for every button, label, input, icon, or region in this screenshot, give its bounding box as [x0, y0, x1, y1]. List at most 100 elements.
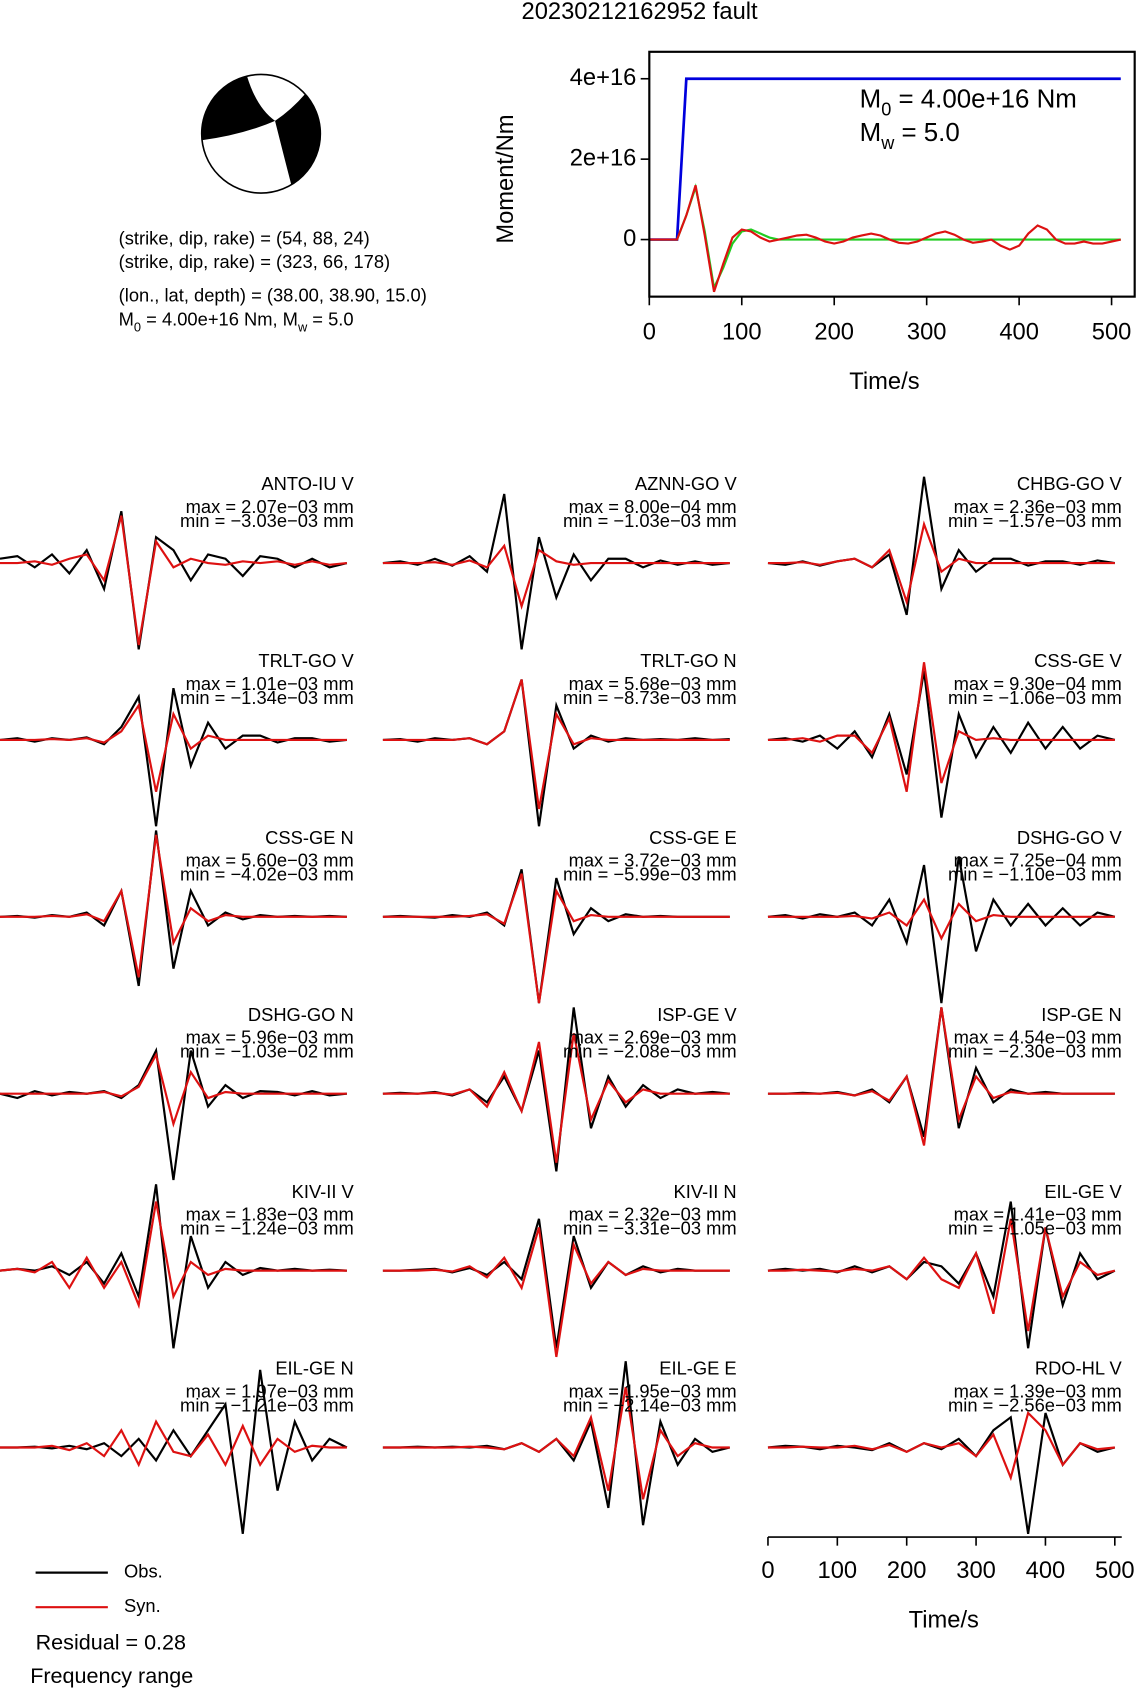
- trace: [767, 1007, 1115, 1146]
- station-label: ANTO-IU V: [261, 473, 354, 494]
- x-tick-label: 100: [722, 320, 762, 346]
- x-tick-label: 0: [761, 1558, 774, 1584]
- trace: [649, 185, 1121, 293]
- max-label: max = 5.68e−03 mm: [569, 673, 737, 694]
- annotation-part: = 4.00e+16 Nm: [891, 85, 1077, 113]
- x-tick-label: 300: [956, 1558, 996, 1584]
- station-label: KIV-II V: [292, 1181, 355, 1202]
- mechanism-moment-part: M: [119, 308, 134, 329]
- station-label: DSHG-GO V: [1017, 827, 1123, 848]
- min-label: min = −1.10e−03 mm: [948, 864, 1122, 885]
- mechanism-moment-part: w: [297, 319, 308, 334]
- station-label: TRLT-GO V: [258, 650, 354, 671]
- mechanism-moment-part: 0: [134, 319, 141, 334]
- annotation-part: 0: [881, 99, 891, 119]
- station-label: RDO-HL V: [1035, 1358, 1123, 1379]
- trace: [767, 856, 1116, 1004]
- min-label: min = −1.03e−03 mm: [563, 510, 737, 531]
- min-label: min = −2.08e−03 mm: [563, 1041, 737, 1062]
- max-label: max = 2.36e−03 mm: [954, 496, 1122, 517]
- mechanism-line: (lon., lat, depth) = (38.00, 38.90, 15.0…: [119, 284, 427, 305]
- x-axis-label: Time/s: [849, 369, 919, 395]
- mechanism-line: (strike, dip, rake) = (54, 88, 24): [119, 227, 370, 248]
- max-label: max = 5.96e−03 mm: [186, 1027, 354, 1048]
- x-tick-label: 300: [907, 320, 947, 346]
- station-label: EIL-GE N: [275, 1358, 353, 1379]
- trace: [382, 1227, 730, 1358]
- trace: [382, 543, 730, 610]
- station-label: KIV-II N: [674, 1181, 737, 1202]
- beachball: [200, 73, 322, 194]
- trace: [0, 1051, 347, 1128]
- max-label: max = 1.39e−03 mm: [954, 1380, 1122, 1401]
- trace: [0, 511, 348, 650]
- annotation-part: M: [860, 85, 882, 113]
- station-label: CSS-GE E: [649, 827, 737, 848]
- trace: [382, 1386, 730, 1500]
- mechanism-text: (strike, dip, rake) = (54, 88, 24) (strik…: [119, 227, 427, 334]
- note-label: Frequency range: [30, 1663, 193, 1688]
- max-label: max = 8.00e−04 mm: [569, 496, 737, 517]
- trace: [767, 1412, 1116, 1534]
- station-label: ISP-GE N: [1041, 1004, 1121, 1025]
- annotation-part: w: [880, 133, 895, 153]
- trace: [0, 702, 347, 792]
- x-tick-label: 200: [887, 1558, 927, 1584]
- min-label: min = −8.73e−03 mm: [563, 687, 737, 708]
- trace: [649, 77, 1121, 241]
- min-label: min = −1.21e−03 mm: [180, 1394, 354, 1415]
- station-label: EIL-GE E: [659, 1358, 736, 1379]
- trace: [649, 183, 1121, 292]
- max-label: max = 1.95e−03 mm: [569, 1380, 737, 1401]
- mechanism-moment-part: = 4.00e+16 Nm, M: [141, 308, 298, 329]
- annotation: Mw = 5.0: [860, 119, 960, 153]
- trace: [0, 1046, 347, 1181]
- plot-frame: [648, 50, 1136, 298]
- trace: [767, 520, 1115, 606]
- trace: [767, 897, 1115, 941]
- y-axis-label: Moment/Nm: [493, 114, 519, 243]
- max-label: max = 2.32e−03 mm: [569, 1203, 737, 1224]
- annotation: M0 = 4.00e+16 Nm: [860, 85, 1077, 119]
- min-label: min = −1.34e−03 mm: [180, 687, 354, 708]
- min-label: min = −2.30e−03 mm: [948, 1041, 1122, 1062]
- trace: [382, 873, 730, 1004]
- mechanism-moment-part: = 5.0: [307, 308, 353, 329]
- x-tick-label: 100: [818, 1558, 858, 1584]
- max-label: max = 5.60e−03 mm: [186, 850, 354, 871]
- y-tick-label: 4e+16: [570, 65, 637, 91]
- trace: [767, 662, 1115, 792]
- min-label: min = −3.31e−03 mm: [563, 1217, 737, 1238]
- legend-label: Obs.: [124, 1560, 163, 1581]
- min-label: min = −5.99e−03 mm: [563, 864, 737, 885]
- min-label: min = −1.24e−03 mm: [180, 1217, 354, 1238]
- x-axis-label: Time/s: [909, 1607, 979, 1633]
- annotation-part: = 5.0: [894, 119, 959, 147]
- min-label: min = −1.57e−03 mm: [948, 510, 1122, 531]
- max-label: max = 2.07e−03 mm: [186, 496, 354, 517]
- trace: [382, 1033, 730, 1163]
- x-tick-label: 500: [1095, 1558, 1135, 1584]
- max-label: max = 1.01e−03 mm: [186, 673, 354, 694]
- trace: [767, 1218, 1116, 1332]
- trace: [0, 834, 347, 978]
- residual-label: Residual = 0.28: [36, 1630, 186, 1655]
- trace: [0, 1419, 347, 1468]
- figure-title: 20230212162952 fault: [522, 0, 759, 25]
